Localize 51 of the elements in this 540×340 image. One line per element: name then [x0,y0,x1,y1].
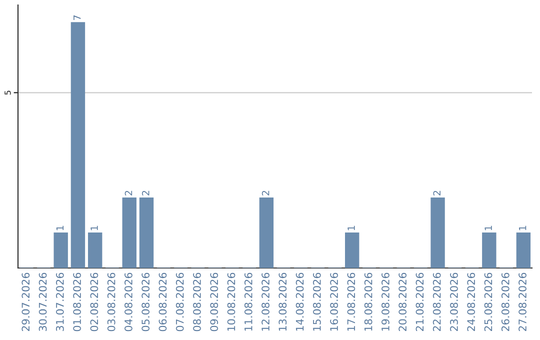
x-tick-label: 15.08.2026 [312,272,321,331]
x-tick-label: 04.08.2026 [124,272,132,332]
x-tick-label: 01.08.2026 [73,272,81,332]
x-tick-label: 17.08.2026 [347,272,356,331]
data-label: 1 [90,226,98,230]
x-tick-label: 12.08.2026 [262,272,270,331]
x-tick-label: 02.08.2026 [90,272,98,332]
x-tick-label: 08.08.2026 [193,272,201,332]
x-tick-label: 19.08.2026 [382,272,390,331]
x-tick-label: 26.08.2026 [501,272,510,332]
x-tick-label: 30.07.2026 [38,272,47,332]
bar [122,197,136,268]
bar [259,197,274,268]
x-tick-label: 24.08.2026 [467,272,476,332]
x-tick-label: 20.08.2026 [398,272,407,332]
bar [430,197,445,268]
data-label: 2 [142,190,150,196]
x-tick-label: 05.08.2026 [142,272,150,332]
x-tick-label: 10.08.2026 [227,272,236,331]
x-tick-label: 09.08.2026 [210,272,218,332]
x-tick-label: 23.08.2026 [450,272,458,332]
x-tick-label: 18.08.2026 [364,272,372,331]
x-tick-label: 11.08.2026 [244,272,252,331]
x-tick-label: 27.08.2026 [518,272,526,332]
data-label: 1 [519,226,526,230]
data-label: 7 [74,15,81,20]
y-tick-label: 5 [4,90,11,95]
data-label: 2 [124,190,132,196]
x-tick-label: 29.07.2026 [22,272,30,332]
bar [516,232,531,268]
bar [482,232,496,268]
x-tick-label: 06.08.2026 [158,272,167,332]
data-label: 2 [262,190,270,196]
x-tick-label: 16.08.2026 [330,272,338,331]
bar [139,197,154,268]
x-tick-label: 03.08.2026 [107,272,116,332]
data-label: 2 [433,190,440,196]
data-label: 1 [484,226,492,230]
data-label: 1 [348,226,355,230]
x-tick-label: 22.08.2026 [432,272,441,332]
x-tick-label: 14.08.2026 [296,272,304,331]
bar [54,232,68,268]
x-tick-label: 25.08.2026 [484,272,492,332]
x-tick-label: 13.08.2026 [278,272,287,331]
x-tick-label: 31.07.2026 [56,272,64,332]
bar [88,232,102,268]
x-tick-label: 21.08.2026 [416,272,424,332]
bar [70,22,86,268]
bar [345,232,360,268]
x-tick-label: 07.08.2026 [176,272,184,332]
data-label: 1 [56,226,64,230]
